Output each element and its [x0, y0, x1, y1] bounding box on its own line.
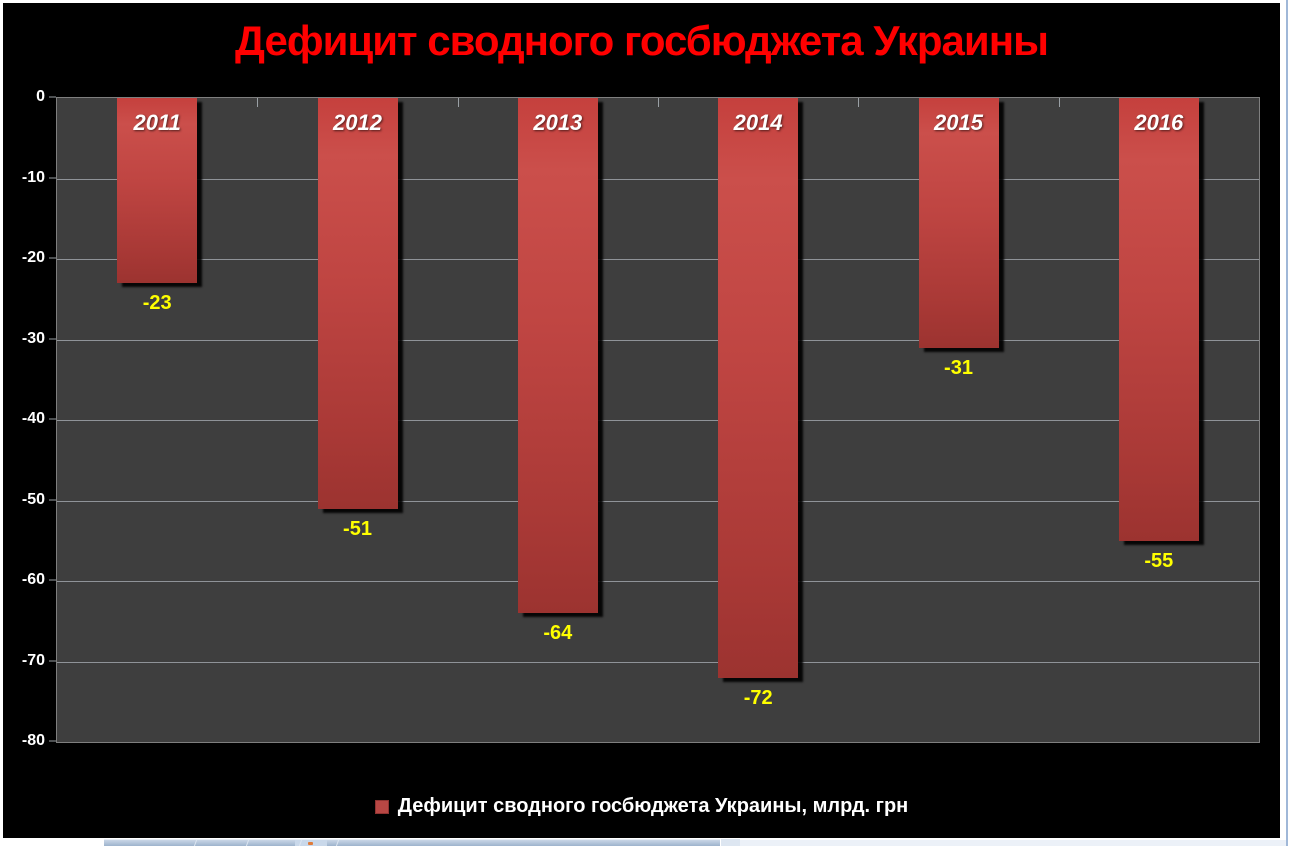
- gridline: [57, 500, 1259, 502]
- y-axis-label: -20: [21, 249, 45, 266]
- data-label: -23: [142, 292, 172, 315]
- y-axis: 0 -10 -20 -30 -40 -50 -60 -70 -80: [3, 88, 56, 749]
- category-axis-tick: [457, 98, 459, 107]
- y-axis-label: -40: [21, 410, 45, 427]
- category-axis-tick: [658, 98, 659, 107]
- bar-2016[interactable]: 2016: [1118, 98, 1199, 541]
- y-axis-tick: [49, 499, 56, 500]
- category-axis-tick: [858, 98, 860, 107]
- active-tab-marker-icon: [308, 842, 313, 845]
- horizontal-scrollbar[interactable]: [740, 839, 1286, 846]
- category-label: 2012: [333, 110, 382, 135]
- gridline: [57, 581, 1259, 582]
- y-axis-tick: [49, 96, 56, 98]
- data-label: -72: [743, 686, 773, 709]
- bar-2013[interactable]: 2013: [517, 98, 598, 614]
- gridline: [57, 420, 1259, 421]
- active-sheet-tab[interactable]: [295, 840, 327, 846]
- bar-2012[interactable]: 2012: [317, 98, 398, 509]
- y-axis-label: -80: [21, 732, 45, 749]
- excel-chart: Дефицит сводного госбюджета Украины 0 -10…: [3, 3, 1280, 838]
- bar-2014[interactable]: 2014: [718, 98, 799, 678]
- y-axis-tick: [49, 740, 56, 742]
- y-axis-label: -50: [21, 490, 45, 508]
- y-axis-label: -30: [21, 329, 45, 347]
- y-axis-label: -60: [21, 571, 45, 588]
- data-label: -51: [343, 517, 372, 540]
- window-right-edge: [1286, 0, 1288, 846]
- y-axis-tick: [49, 177, 56, 178]
- data-label: -55: [1144, 549, 1174, 572]
- gridline: [57, 661, 1259, 663]
- legend: Дефицит сводного госбюджета Украины, млр…: [3, 795, 1280, 818]
- data-label: -31: [944, 356, 973, 379]
- data-label: -64: [543, 622, 573, 645]
- gridline: [57, 339, 1259, 341]
- category-axis-tick: [257, 98, 259, 107]
- y-axis-label: -70: [21, 651, 45, 669]
- bar-2011[interactable]: 2011: [117, 98, 198, 284]
- y-axis-tick: [49, 418, 56, 420]
- category-label: 2016: [1134, 110, 1184, 135]
- y-axis-label: -10: [21, 168, 45, 186]
- y-axis-label: 0: [36, 88, 45, 105]
- category-label: 2013: [533, 110, 583, 135]
- bar-2015[interactable]: 2015: [918, 98, 999, 348]
- sheet-tab-separator: [193, 840, 198, 846]
- y-axis-tick: [49, 660, 56, 661]
- gridline: [57, 178, 1259, 180]
- y-axis-tick: [49, 338, 56, 339]
- category-axis-tick: [1058, 98, 1060, 107]
- plot-area: 2011 -23 2012 -51 2013 -64 2014 -72 2015 -31 2016 -…: [56, 97, 1260, 743]
- legend-marker-icon: [374, 799, 389, 814]
- category-label: 2011: [133, 110, 181, 135]
- sheet-tab-separator: [335, 840, 340, 846]
- gridline: [57, 259, 1259, 260]
- y-axis-tick: [49, 579, 56, 581]
- sheet-tabs-strip[interactable]: [104, 839, 720, 846]
- sheet-tab-separator: [245, 840, 250, 846]
- category-label: 2014: [733, 110, 783, 135]
- tab-scroll-split-handle[interactable]: [720, 839, 740, 846]
- legend-label: Дефицит сводного госбюджета Украины, млр…: [397, 795, 909, 817]
- category-label: 2015: [934, 110, 983, 135]
- y-axis-tick: [49, 257, 56, 259]
- chart-title: Дефицит сводного госбюджета Украины: [235, 17, 1049, 64]
